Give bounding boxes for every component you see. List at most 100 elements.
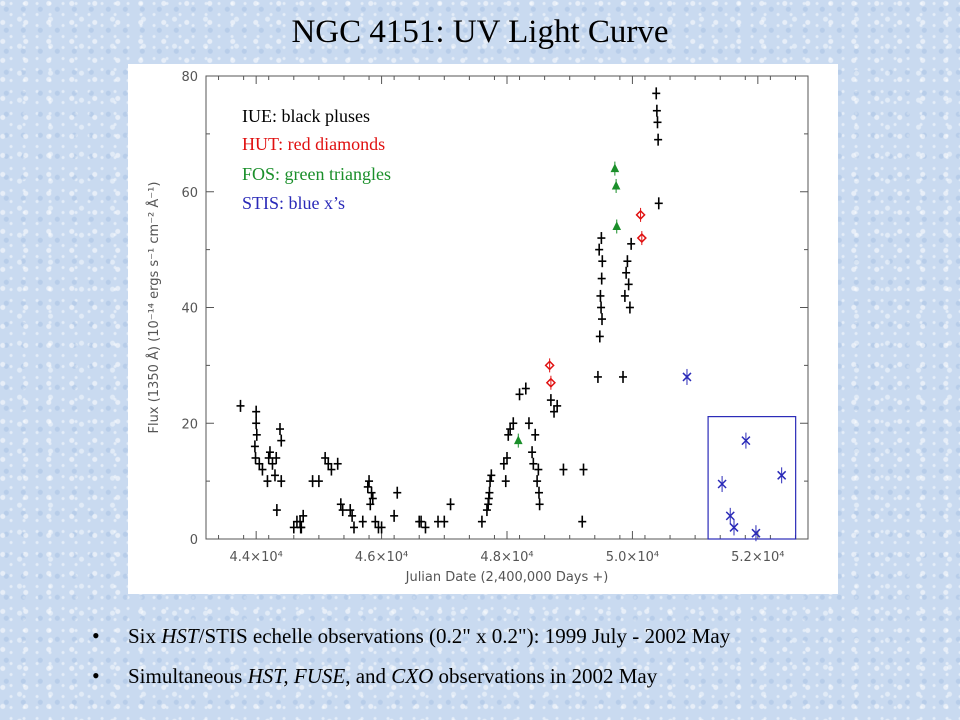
- stis-x-marker: [729, 519, 739, 536]
- iue-plus-marker: [620, 289, 629, 302]
- bullet-text: , and: [345, 664, 392, 688]
- iue-plus-marker: [534, 486, 543, 499]
- iue-plus-marker: [477, 515, 486, 528]
- iue-plus-marker: [597, 232, 606, 245]
- iue-plus-marker: [272, 451, 281, 464]
- iue-plus-marker: [622, 266, 631, 279]
- bullet-text: Simultaneous: [128, 664, 248, 688]
- iue-plus-marker: [533, 475, 542, 488]
- bullet-text: observations in 2002 May: [433, 664, 658, 688]
- iue-plus-marker: [598, 313, 607, 326]
- iue-plus-marker: [528, 446, 537, 459]
- iue-plus-marker: [578, 515, 587, 528]
- iue-plus-marker: [653, 116, 662, 129]
- iue-plus-marker: [524, 417, 533, 430]
- iue-plus-marker: [597, 272, 606, 285]
- iue-plus-marker: [251, 451, 260, 464]
- axis-ticks: 0 20 40 60 80 4.4×10⁴ 4.6×10⁴ 4.8×10⁴ 5.0×10⁴ 5.2…: [181, 70, 808, 565]
- iue-plus-marker: [504, 428, 513, 441]
- stis-x-marker: [725, 507, 735, 524]
- stis-x-marker: [777, 467, 787, 484]
- iue-plus-marker: [390, 509, 399, 522]
- iue-plus-marker: [368, 492, 377, 505]
- iue-plus-marker: [446, 498, 455, 511]
- bullet-text: Six: [128, 624, 162, 648]
- iue-plus-marker: [348, 509, 357, 522]
- chart-svg: 0 20 40 60 80 4.4×10⁴ 4.6×10⁴ 4.8×10⁴ 5.0×10⁴ 5.2…: [146, 70, 809, 585]
- iue-plus-marker: [327, 463, 336, 476]
- y-tick-label: 40: [181, 302, 198, 317]
- iue-plus-marker: [346, 504, 355, 517]
- x-tick-label: 5.0×10⁴: [606, 550, 659, 565]
- iue-plus-marker: [535, 498, 544, 511]
- slide-title: NGC 4151: UV Light Curve: [291, 14, 669, 50]
- stis-x-marker: [741, 432, 751, 449]
- iue-plus-marker: [482, 504, 491, 517]
- y-tick-label: 80: [181, 70, 198, 85]
- bullet-dot: •: [92, 663, 100, 688]
- iue-plus-marker: [485, 486, 494, 499]
- iue-plus-marker: [595, 243, 604, 256]
- iue-plus-marker: [531, 428, 540, 441]
- iue-plus-marker: [336, 498, 345, 511]
- legend-item-iue: IUE: black pluses: [242, 106, 370, 126]
- bullet-item-stis: • Six HST/STIS echelle observations (0.2"…: [92, 622, 932, 662]
- iue-plus-marker: [333, 457, 342, 470]
- iue-plus-marker: [314, 475, 323, 488]
- x-axis-label: Julian Date (2,400,000 Days +): [405, 570, 609, 585]
- iue-plus-marker: [272, 504, 281, 517]
- iue-plus-marker: [263, 475, 272, 488]
- iue-plus-marker: [297, 521, 306, 534]
- y-tick-label: 20: [181, 417, 198, 432]
- iue-plus-marker: [515, 388, 524, 401]
- legend-item-fos: FOS: green triangles: [242, 164, 391, 184]
- iue-plus-marker: [268, 457, 277, 470]
- iue-plus-marker: [358, 515, 367, 528]
- iue-plus-marker: [349, 521, 358, 534]
- bullet-italic-text: HST, FUSE: [247, 664, 346, 688]
- iue-plus-marker: [277, 434, 286, 447]
- light-curve-chart: 0 20 40 60 80 4.4×10⁴ 4.6×10⁴ 4.8×10⁴ 5.0×10⁴ 5.2…: [128, 64, 838, 594]
- bullet-italic-text: HST: [161, 624, 199, 648]
- bullet-list: • Six HST/STIS echelle observations (0.2"…: [92, 622, 932, 702]
- iue-plus-marker: [534, 463, 543, 476]
- iue-plus-marker: [421, 521, 430, 534]
- iue-plus-marker: [486, 475, 495, 488]
- iue-plus-marker: [270, 469, 279, 482]
- iue-plus-marker: [501, 475, 510, 488]
- iue-plus-marker: [596, 289, 605, 302]
- iue-plus-marker: [654, 197, 663, 210]
- iue-plus-marker: [623, 255, 632, 268]
- y-tick-label: 0: [190, 533, 198, 548]
- x-tick-label: 4.4×10⁴: [230, 550, 283, 565]
- iue-plus-marker: [393, 486, 402, 499]
- iue-plus-marker: [250, 440, 259, 453]
- iue-plus-marker: [417, 515, 426, 528]
- iue-plus-marker: [597, 301, 606, 314]
- legend-item-hut: HUT: red diamonds: [242, 134, 386, 154]
- iue-plus-marker: [619, 370, 628, 383]
- iue-plus-marker: [440, 515, 449, 528]
- iue-plus-marker: [654, 133, 663, 146]
- iue-plus-marker: [277, 475, 286, 488]
- y-tick-label: 60: [181, 186, 198, 201]
- iue-plus-marker: [503, 451, 511, 464]
- legend-item-stis: STIS: blue x’s: [242, 193, 346, 213]
- iue-plus-marker: [553, 399, 562, 412]
- iue-plus-marker: [265, 446, 274, 459]
- iue-plus-marker: [509, 417, 518, 430]
- bullet-italic-text: CXO: [391, 664, 434, 688]
- x-tick-label: 5.2×10⁴: [731, 550, 784, 565]
- x-tick-label: 4.8×10⁴: [480, 550, 533, 565]
- bullet-text: /STIS echelle observations (0.2" x 0.2")…: [198, 624, 731, 648]
- stis-x-marker: [682, 368, 692, 385]
- iue-plus-marker: [593, 370, 602, 383]
- iue-plus-marker: [624, 278, 633, 291]
- stis-x-marker: [717, 476, 727, 493]
- iue-plus-marker: [559, 463, 568, 476]
- data-markers: [236, 87, 787, 542]
- iue-plus-marker: [275, 423, 284, 436]
- iue-plus-marker: [625, 301, 634, 314]
- iue-plus-marker: [258, 463, 267, 476]
- iue-plus-marker: [367, 486, 376, 499]
